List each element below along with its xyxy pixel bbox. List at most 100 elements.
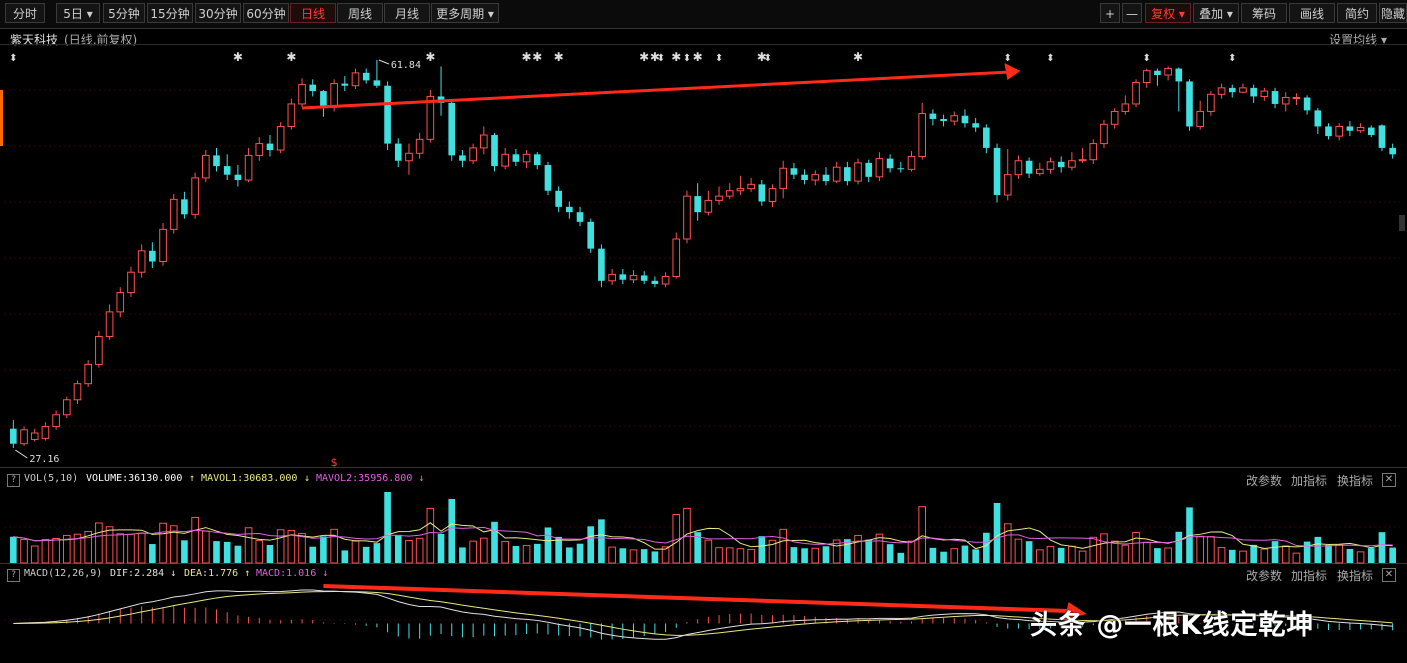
event-star-icon: ✱ [522,50,532,64]
volume-close-icon[interactable]: ✕ [1382,473,1396,487]
candle-body [149,250,156,262]
volume-bar [84,531,93,564]
candle-body [459,155,466,161]
volume-bar [1121,544,1130,564]
tab-monthly[interactable]: 月线 [384,3,430,23]
event-star-icon: ✱ [693,50,703,64]
zoom-out-button[interactable]: — [1122,3,1142,23]
volume-bar [341,550,349,563]
candle-body [875,158,884,178]
candle-body [865,162,873,177]
tab-weekly[interactable]: 周线 [337,3,383,23]
candle-body [52,414,60,428]
macd-swap-indicator[interactable]: 换指标 [1337,569,1374,583]
tab-fenshi[interactable]: 分时 [5,3,45,23]
simple-mode-button[interactable]: 简约 [1337,3,1377,23]
chart-title: 紫天科技 (日线,前复权) [10,31,137,48]
tab-daily[interactable]: 日线 [290,3,336,23]
tab-5day[interactable]: 5日 ▾ [56,3,100,23]
macd-change-params[interactable]: 改参数 [1246,569,1283,583]
volume-bar [20,539,28,564]
volume-bar [598,519,605,563]
candle-body [1356,127,1365,132]
volume-bar [491,521,498,563]
candle-body [897,168,905,170]
macd-indicator-name: MACD(12,26,9) [24,568,103,579]
volume-bar [629,549,638,564]
candle-body [1175,68,1183,82]
tab-15min[interactable]: 15分钟 [147,3,193,23]
volume-bar [181,540,188,563]
candle-body [1303,97,1311,111]
volume-bar [704,539,713,564]
volume-bar [234,545,242,563]
candle-body [1164,68,1172,76]
candle-body [159,228,167,263]
candle-body [426,95,435,140]
candle-body [940,118,947,122]
candle-body [223,166,231,175]
volume-bar [479,537,488,564]
adjust-rights-button[interactable]: 复权 ▾ [1145,3,1191,23]
candle-body [415,138,424,154]
tab-more-periods[interactable]: 更多周期 ▾ [431,3,499,23]
volume-bar [897,552,905,563]
zoom-in-button[interactable]: + [1100,3,1120,23]
candle-body [181,199,188,215]
candle-body [1068,160,1076,168]
macd-help-button[interactable]: ? [7,569,20,582]
candle-body [362,72,370,81]
volume-bar [1346,548,1354,563]
tab-60min[interactable]: 60分钟 [243,3,289,23]
tab-30min[interactable]: 30分钟 [195,3,241,23]
volume-bar [811,547,820,564]
candle-body [544,165,552,191]
volume-bar [619,548,627,563]
set-ma-button[interactable]: 设置均线 ▾ [1329,33,1387,47]
volume-bar [1142,541,1151,564]
volume-bar [1100,533,1108,564]
candle-body [1389,147,1396,155]
high-price-label: 61.84 [391,60,421,71]
candle-body [1046,161,1055,170]
candle-body [619,274,627,280]
mavol1-value: 30683.000 [243,473,298,484]
left-edge-accent [0,90,3,146]
trend-arrow-macd [323,584,1069,613]
volume-bar [287,529,296,564]
overlay-button[interactable]: 叠加 ▾ [1193,3,1239,23]
candle-body [1025,160,1033,174]
volume-bar [758,536,766,563]
macd-add-indicator[interactable]: 加指标 [1291,569,1328,583]
macd-close-icon[interactable]: ✕ [1382,568,1396,582]
volume-help-button[interactable]: ? [7,474,20,487]
low-price-label: 27.16 [29,454,59,465]
tab-5min[interactable]: 5分钟 [103,3,145,23]
candle-body [918,113,927,157]
volume-bar [1164,547,1172,564]
candle-body [1239,87,1247,93]
volume-change-params[interactable]: 改参数 [1246,474,1283,488]
candle-body [598,248,605,281]
candle-body [491,135,498,167]
volume-add-indicator[interactable]: 加指标 [1291,474,1328,488]
event-arrow-icon: ⬍ [683,53,691,64]
volume-bar [437,533,445,563]
volume-bar [405,539,413,564]
volume-label: VOLUME:36130.000 [86,473,183,484]
candle-body [1378,125,1386,148]
chips-button[interactable]: 筹码 [1241,3,1287,23]
volume-swap-indicator[interactable]: 换指标 [1337,474,1374,488]
volume-bar [1356,551,1365,564]
candle-body [1196,110,1205,127]
volume-bar [587,526,595,563]
volume-bar [640,549,648,563]
candle-body [555,190,562,207]
draw-line-button[interactable]: 画线 [1289,3,1335,23]
candle-body [854,162,862,182]
candle-body [512,154,520,162]
candle-body [566,206,573,213]
mavol2-trend-arrow: ↓ [418,473,425,484]
volume-bar [875,533,884,564]
volume-bar [1025,541,1033,563]
